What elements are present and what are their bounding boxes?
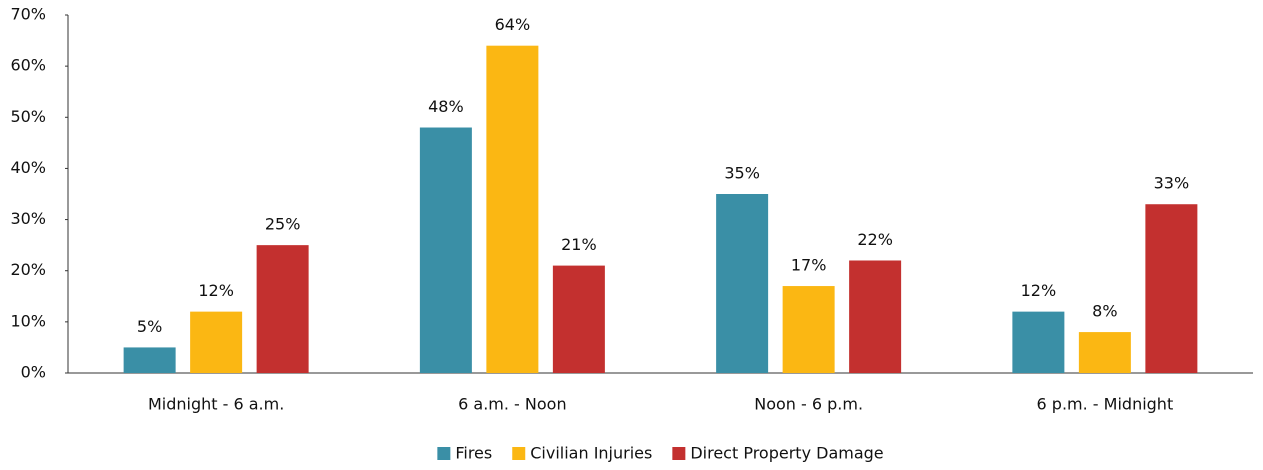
y-tick-label: 50% xyxy=(10,107,46,126)
y-tick-label: 10% xyxy=(10,311,46,330)
bar xyxy=(716,194,769,373)
value-label: 48% xyxy=(428,97,464,116)
legend-label: Direct Property Damage xyxy=(690,444,883,463)
legend-swatch xyxy=(437,447,451,460)
value-label: 12% xyxy=(198,281,234,300)
bar xyxy=(256,245,309,373)
bar xyxy=(1145,204,1198,373)
legend-label: Fires xyxy=(455,444,492,463)
legend-label: Civilian Injuries xyxy=(530,444,652,463)
legend-swatch xyxy=(672,447,686,460)
bar xyxy=(486,45,539,373)
bar xyxy=(1078,332,1131,373)
x-tick-label: 6 a.m. - Noon xyxy=(458,395,566,414)
value-label: 5% xyxy=(137,317,162,336)
bar xyxy=(190,311,243,373)
value-label: 22% xyxy=(857,230,893,249)
y-tick-label: 0% xyxy=(21,363,46,382)
y-tick-label: 70% xyxy=(10,5,46,24)
legend-swatch xyxy=(512,447,526,460)
value-label: 21% xyxy=(561,235,597,254)
value-label: 35% xyxy=(724,164,760,183)
value-label: 8% xyxy=(1092,302,1117,321)
value-label: 17% xyxy=(791,256,827,275)
bar xyxy=(552,265,605,373)
value-label: 33% xyxy=(1154,174,1190,193)
value-label: 64% xyxy=(495,15,531,34)
x-tick-label: Midnight - 6 a.m. xyxy=(148,395,284,414)
y-tick-label: 30% xyxy=(10,209,46,228)
y-tick-label: 20% xyxy=(10,260,46,279)
bar xyxy=(849,260,902,373)
y-tick-label: 40% xyxy=(10,158,46,177)
value-label: 12% xyxy=(1021,281,1057,300)
bar xyxy=(123,347,176,373)
bar xyxy=(419,127,472,373)
y-tick-label: 60% xyxy=(10,56,46,75)
bar xyxy=(1012,311,1065,373)
bar xyxy=(782,286,835,373)
x-tick-label: 6 p.m. - Midnight xyxy=(1037,395,1174,414)
x-tick-label: Noon - 6 p.m. xyxy=(754,395,863,414)
value-label: 25% xyxy=(265,215,301,234)
